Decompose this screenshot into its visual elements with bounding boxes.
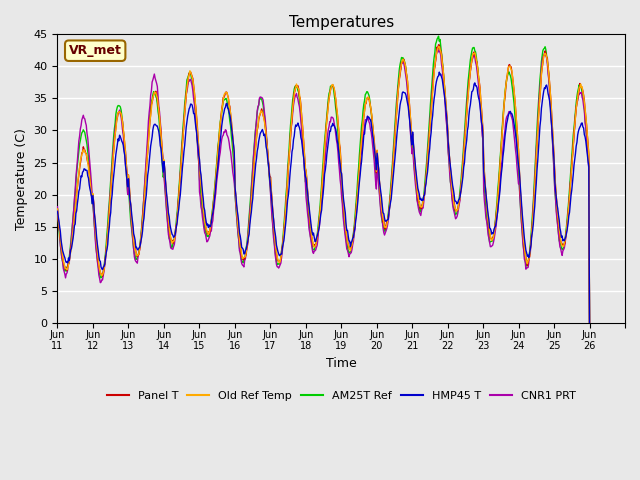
Y-axis label: Temperature (C): Temperature (C) [15,128,28,229]
Title: Temperatures: Temperatures [289,15,394,30]
Text: VR_met: VR_met [68,44,122,57]
Legend: Panel T, Old Ref Temp, AM25T Ref, HMP45 T, CNR1 PRT: Panel T, Old Ref Temp, AM25T Ref, HMP45 … [102,387,580,406]
X-axis label: Time: Time [326,357,356,370]
